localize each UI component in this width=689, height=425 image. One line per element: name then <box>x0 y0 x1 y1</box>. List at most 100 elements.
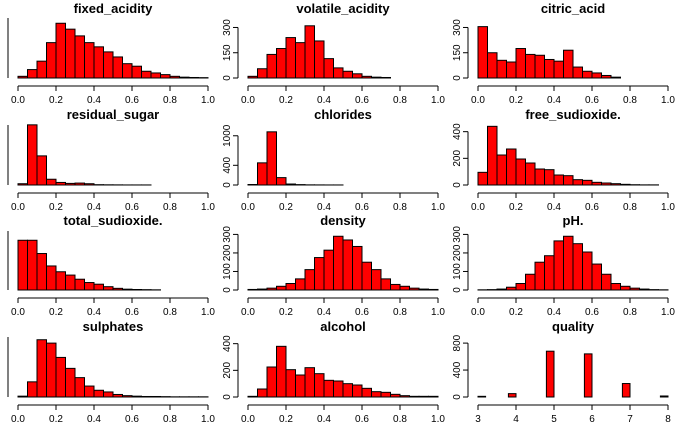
hist-free-sudioxide-bar <box>572 179 583 186</box>
hist-alcohol-x-tick-label: 0.6 <box>355 414 369 425</box>
hist-sulphates-x-tick-label: 1.0 <box>201 414 215 425</box>
hist-fixed-acidity-x-tick-label: 0.2 <box>49 95 63 106</box>
hist-citric-acid-bar <box>563 49 574 79</box>
hist-residual-sugar-bar <box>17 183 28 186</box>
hist-fixed-acidity-bar <box>93 46 104 79</box>
hist-alcohol-bar <box>257 388 268 398</box>
hist-residual-sugar-x-tick-label: 0.2 <box>49 202 63 213</box>
hist-ph-bar <box>610 283 621 291</box>
hist-density-bar <box>304 269 315 291</box>
hist-fixed-acidity-bar <box>46 42 57 79</box>
hist-ph-y-tick-label: 200 <box>452 244 463 261</box>
hist-total-sudioxide-x-tick-label: 0.6 <box>125 307 139 318</box>
hist-total-sudioxide-bar <box>27 239 38 291</box>
hist-volatile-acidity-x-tick-label: 0.4 <box>317 95 331 106</box>
hist-sulphates-bar <box>84 385 95 398</box>
hist-chlorides-y-tick-label: 400 <box>222 157 233 174</box>
hist-sulphates-bar <box>55 356 66 398</box>
hist-ph-y-tick-label: 0 <box>452 287 463 293</box>
hist-alcohol-bar <box>314 373 325 398</box>
hist-total-sudioxide-bar <box>131 289 142 291</box>
hist-citric-acid-y-tick-label: 0 <box>452 75 463 81</box>
hist-citric-acid-bar <box>525 53 536 79</box>
hist-alcohol-bar <box>418 395 429 398</box>
hist-alcohol-bar <box>276 345 287 398</box>
hist-volatile-acidity-bar <box>380 76 391 79</box>
hist-chlorides-x-tick-label: 0.8 <box>393 202 407 213</box>
hist-alcohol-bar <box>371 391 382 398</box>
hist-total-sudioxide-title: total_sudioxide. <box>64 213 163 228</box>
hist-sulphates-x-tick-label: 0.2 <box>49 414 63 425</box>
hist-free-sudioxide-bar <box>563 175 574 186</box>
hist-volatile-acidity-bar <box>352 73 363 79</box>
hist-chlorides-y-tick-label: 1000 <box>222 124 233 147</box>
hist-alcohol-title: alcohol <box>320 319 366 334</box>
hist-free-sudioxide-bar <box>544 169 555 186</box>
hist-citric-acid-y-tick-label: 300 <box>452 19 463 36</box>
hist-density-bar <box>247 288 258 291</box>
hist-ph-bar <box>601 273 612 291</box>
hist-citric-acid-x-tick-label: 0.0 <box>471 95 485 106</box>
hist-volatile-acidity-x-tick-label: 1.0 <box>431 95 445 106</box>
hist-fixed-acidity-x-tick-label: 0.8 <box>163 95 177 106</box>
hist-residual-sugar-bar <box>27 124 38 186</box>
hist-total-sudioxide-bar <box>122 288 133 291</box>
hist-ph-bar <box>582 251 593 291</box>
hist-alcohol-bar <box>428 395 439 398</box>
hist-volatile-acidity-bar <box>361 75 372 79</box>
hist-total-sudioxide-bar <box>36 253 47 291</box>
hist-density-y-tick-label: 300 <box>222 226 233 243</box>
hist-total-sudioxide-bar <box>84 282 95 291</box>
hist-free-sudioxide-bar <box>525 162 536 186</box>
hist-fixed-acidity-bar <box>122 63 133 79</box>
hist-chlorides-y-tick-label: 0 <box>222 182 233 188</box>
hist-density-bar <box>361 261 372 291</box>
hist-fixed-acidity-bar <box>36 60 47 79</box>
hist-free-sudioxide-x-tick-label: 0.6 <box>585 202 599 213</box>
hist-density-x-tick-label: 0.4 <box>317 307 331 318</box>
hist-quality-y-tick-label: 800 <box>452 334 463 351</box>
hist-alcohol-bar <box>333 380 344 398</box>
hist-chlorides-x-tick-label: 1.0 <box>431 202 445 213</box>
hist-alcohol-y-tick-label: 400 <box>222 335 233 352</box>
hist-alcohol-bar <box>266 366 277 398</box>
hist-sulphates-bar <box>122 395 133 398</box>
hist-alcohol-bar <box>247 395 258 398</box>
hist-free-sudioxide-x-tick-label: 0.8 <box>623 202 637 213</box>
hist-ph-bar <box>515 283 526 291</box>
hist-chlorides-x-tick-label: 0.6 <box>355 202 369 213</box>
hist-volatile-acidity-x-tick-label: 0.8 <box>393 95 407 106</box>
hist-volatile-acidity-bar <box>323 58 334 79</box>
hist-quality-x-tick-label: 6 <box>589 414 595 425</box>
hist-density-bar <box>418 288 429 291</box>
hist-citric-acid-bar <box>553 60 564 79</box>
hist-sulphates-x-tick-label: 0.8 <box>163 414 177 425</box>
hist-total-sudioxide-bar <box>17 239 28 291</box>
hist-ph-bar <box>496 288 507 291</box>
hist-fixed-acidity-bar <box>27 69 38 79</box>
hist-sulphates-bar <box>131 395 142 398</box>
hist-volatile-acidity-x-tick-label: 0.0 <box>241 95 255 106</box>
hist-fixed-acidity-bar <box>188 76 199 79</box>
hist-free-sudioxide-bar <box>610 183 621 186</box>
hist-ph-bar <box>563 235 574 291</box>
hist-fixed-acidity-x-tick-label: 1.0 <box>201 95 215 106</box>
hist-fixed-acidity-title: fixed_acidity <box>74 1 154 16</box>
hist-citric-acid-bar <box>610 76 621 79</box>
hist-ph-x-tick-label: 0.4 <box>547 307 561 318</box>
hist-citric-acid-bar <box>544 58 555 79</box>
hist-ph-bar <box>591 263 602 291</box>
hist-alcohol-bar <box>409 395 420 398</box>
hist-quality-x-tick-label: 3 <box>475 414 481 425</box>
hist-alcohol-bar <box>323 379 334 398</box>
hist-alcohol-bar <box>352 384 363 398</box>
hist-fixed-acidity-x-tick-label: 0.4 <box>87 95 101 106</box>
hist-ph-x-tick-label: 1.0 <box>661 307 675 318</box>
hist-volatile-acidity-bar <box>276 48 287 79</box>
hist-density-bar <box>257 288 268 291</box>
hist-quality-x-tick-label: 4 <box>513 414 519 425</box>
hist-free-sudioxide-bar <box>534 168 545 186</box>
hist-quality-bar <box>583 353 593 398</box>
hist-ph-bar <box>639 288 650 291</box>
hist-density-bar <box>390 283 401 291</box>
